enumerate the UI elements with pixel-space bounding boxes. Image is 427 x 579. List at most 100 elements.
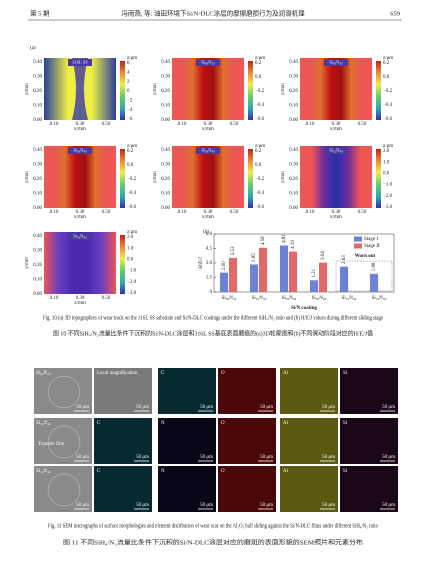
sem-image bbox=[158, 368, 216, 414]
colorbar-tick: −0.4 bbox=[383, 103, 393, 108]
value-label: 4.81 bbox=[282, 234, 287, 243]
colorbar-tick: −0.2 bbox=[127, 177, 137, 182]
y-tick-label: 0.30 bbox=[33, 249, 42, 254]
sem-image bbox=[158, 418, 216, 464]
scale-label: 50 μm bbox=[260, 503, 273, 508]
x-tick-label: 0.50 bbox=[358, 122, 367, 127]
x-tick-label: Si₃₀N₄₀ bbox=[282, 296, 297, 301]
value-label: 1.88 bbox=[372, 262, 377, 271]
x-axis-label: Si/N coating bbox=[291, 306, 317, 311]
colorbar-tick: −2 bbox=[127, 98, 133, 103]
colorbar-unit: z/μm bbox=[255, 56, 265, 61]
panel-label: (b) bbox=[203, 230, 209, 235]
x-axis-label: x/mm bbox=[74, 301, 86, 306]
panel-title: Si₆₀N₂₀ bbox=[201, 60, 215, 65]
panel-title: Si₁₀N₄₀ bbox=[73, 234, 87, 239]
topography bbox=[300, 58, 372, 120]
colorbar bbox=[120, 149, 125, 208]
y-tick-label: 0.40 bbox=[161, 60, 170, 65]
colorbar-tick: −6 bbox=[127, 117, 133, 122]
worn-out-box bbox=[335, 260, 393, 292]
element-label: O bbox=[221, 469, 225, 474]
x-tick-label: Si₁₀N₄₀ bbox=[372, 296, 387, 301]
colorbar-tick: −0.2 bbox=[383, 89, 393, 94]
y-tick-label: 0.00 bbox=[161, 118, 170, 123]
x-tick-label: Si₄₅N₃₀ bbox=[252, 296, 267, 301]
y-axis-label: y/mm bbox=[25, 83, 30, 95]
y-tick-label: 3.0 bbox=[206, 261, 213, 266]
sem-image bbox=[218, 466, 276, 512]
x-tick-label: 0.10 bbox=[178, 122, 187, 127]
panel-title-box bbox=[68, 233, 92, 240]
scale-label: 50 μm bbox=[76, 455, 89, 460]
x-tick-label: 0.10 bbox=[50, 210, 59, 215]
sem-image bbox=[280, 418, 338, 464]
x-tick-label: 0.30 bbox=[76, 122, 85, 127]
panel-title-box bbox=[196, 59, 220, 66]
colorbar-unit: z/μm bbox=[255, 144, 265, 149]
element-label: Al bbox=[283, 371, 289, 376]
x-axis-label: x/mm bbox=[330, 127, 342, 132]
annotation: Transfer film bbox=[38, 442, 64, 447]
caption-en: Fig. 10 (a) 3D topographies of wear trac… bbox=[43, 314, 383, 321]
colorbar-tick: 2.0 bbox=[383, 149, 390, 154]
x-axis-label: x/mm bbox=[74, 127, 86, 132]
wear-scar bbox=[47, 375, 81, 409]
colorbar-tick: 0.0 bbox=[127, 258, 134, 263]
x-tick-label: 0.30 bbox=[76, 210, 85, 215]
y-tick-label: 0.00 bbox=[289, 118, 298, 123]
y-tick-label: 0.20 bbox=[161, 89, 170, 94]
panel-title-box bbox=[196, 147, 220, 154]
element-label: Local magnification bbox=[97, 371, 138, 376]
scale-label: 50 μm bbox=[322, 405, 335, 410]
caption-zh: 图 10 不同SiH₄/N₂流量比条件下沉积的Si/N-DLC涂层和316L S… bbox=[53, 329, 373, 337]
sem-image bbox=[280, 466, 338, 512]
colorbar-unit: z/μm bbox=[383, 56, 393, 61]
panel-title-box bbox=[324, 147, 348, 154]
bar bbox=[250, 264, 259, 292]
x-tick-label: 0.50 bbox=[230, 210, 239, 215]
y-tick-label: 0.30 bbox=[33, 75, 42, 80]
y-tick-label: 0.20 bbox=[33, 263, 42, 268]
scale-label: 50 μm bbox=[382, 405, 395, 410]
bar bbox=[370, 273, 379, 292]
element-label: N bbox=[161, 469, 165, 474]
colorbar bbox=[248, 61, 253, 120]
scale-label: 50 μm bbox=[200, 405, 213, 410]
y-tick-label: 0.40 bbox=[161, 148, 170, 153]
y-axis-label: y/mm bbox=[25, 171, 30, 183]
bar bbox=[310, 280, 319, 292]
x-axis-label: x/mm bbox=[330, 215, 342, 220]
x-tick-label: Si₂₀N₄₀ bbox=[312, 296, 327, 301]
value-label: 3.53 bbox=[231, 246, 236, 255]
y-tick-label: 0.40 bbox=[289, 148, 298, 153]
colorbar-tick: 6 bbox=[127, 61, 130, 66]
element-label: O bbox=[221, 371, 225, 376]
y-tick-label: 4.5 bbox=[206, 247, 213, 252]
y-tick-label: 0 bbox=[210, 290, 213, 295]
sample-label: Si₃₀N₄₀ bbox=[36, 421, 51, 426]
sem-image bbox=[340, 368, 398, 414]
element-label: Si bbox=[343, 469, 348, 474]
colorbar-tick: 0.0 bbox=[255, 75, 262, 80]
x-tick-label: 0.30 bbox=[204, 122, 213, 127]
y-axis-label: H/E/J bbox=[199, 256, 204, 269]
bar bbox=[259, 247, 268, 292]
colorbar-tick: −0.6 bbox=[127, 205, 137, 210]
x-axis-label: x/mm bbox=[74, 215, 86, 220]
y-tick-label: 6.0 bbox=[206, 232, 213, 237]
sem-image bbox=[218, 368, 276, 414]
wear-scar bbox=[47, 425, 81, 459]
panel-title-box bbox=[68, 59, 92, 66]
sem-image bbox=[218, 418, 276, 464]
colorbar-tick: −0.2 bbox=[255, 177, 265, 182]
scale-label: 50 μm bbox=[136, 405, 149, 410]
x-tick-label: 0.50 bbox=[102, 122, 111, 127]
colorbar-tick: 0.2 bbox=[255, 61, 262, 66]
colorbar-tick: 0.0 bbox=[127, 163, 134, 168]
panel-title-box bbox=[68, 147, 92, 154]
topography bbox=[44, 146, 116, 208]
topography bbox=[44, 232, 116, 294]
sample-label: Si₆₀N₂₀ bbox=[36, 371, 51, 376]
value-label: 4.58 bbox=[261, 236, 266, 245]
